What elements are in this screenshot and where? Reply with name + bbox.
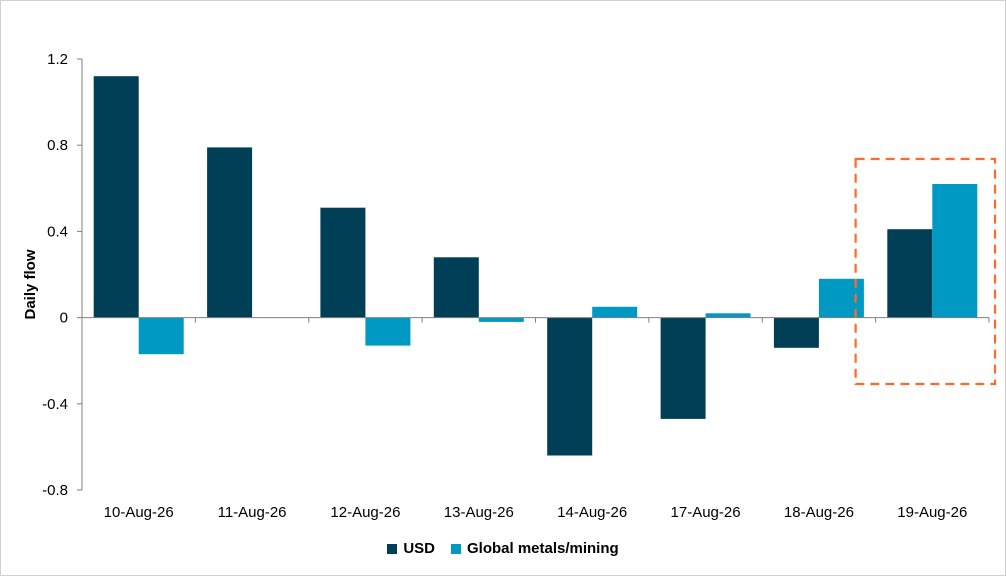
x-tick-label: 13-Aug-26	[444, 504, 514, 521]
bar-usd-17-Aug-26	[660, 317, 706, 419]
legend-item-usd: USD	[387, 540, 435, 557]
bar-metals-14-Aug-26	[592, 306, 638, 318]
bar-metals-17-Aug-26	[705, 313, 751, 318]
x-tick-label: 19-Aug-26	[897, 504, 967, 521]
bar-metals-18-Aug-26	[818, 278, 864, 318]
highlight-box	[854, 157, 997, 386]
legend-label-metals: Global metals/mining	[466, 540, 619, 557]
y-axis-title: Daily flow	[22, 249, 39, 319]
y-tick-label: -0.8	[42, 482, 68, 499]
bar-usd-14-Aug-26	[547, 317, 593, 456]
x-tick-label: 10-Aug-26	[104, 504, 174, 521]
y-tick-label: -0.4	[42, 396, 68, 413]
x-tick-label: 11-Aug-26	[218, 504, 287, 521]
bar-usd-13-Aug-26	[433, 257, 479, 318]
legend-swatch-metals	[450, 543, 461, 554]
bar-metals-10-Aug-26	[138, 317, 184, 355]
bar-metals-13-Aug-26	[478, 317, 524, 322]
bar-metals-19-Aug-26	[932, 184, 978, 318]
bar-metals-12-Aug-26	[365, 317, 411, 346]
y-tick-label: 0.4	[47, 223, 68, 240]
legend-item-metals: Global metals/mining	[450, 540, 619, 557]
x-tick-label: 12-Aug-26	[330, 504, 400, 521]
bar-usd-10-Aug-26	[93, 76, 139, 318]
bar-usd-12-Aug-26	[320, 207, 366, 318]
legend-label-usd: USD	[403, 540, 435, 557]
x-tick-label: 18-Aug-26	[784, 504, 854, 521]
x-tick-label: 14-Aug-26	[557, 504, 627, 521]
y-tick-label: 1.2	[47, 51, 68, 68]
y-tick-label: 0.8	[47, 137, 68, 154]
bar-usd-19-Aug-26	[887, 229, 933, 318]
bar-usd-11-Aug-26	[207, 147, 253, 318]
legend-swatch-usd	[387, 543, 398, 554]
x-tick-label: 17-Aug-26	[671, 504, 741, 521]
bar-usd-18-Aug-26	[773, 317, 819, 348]
legend: USD Global metals/mining	[0, 540, 1006, 557]
y-tick-label: 0	[60, 310, 68, 327]
